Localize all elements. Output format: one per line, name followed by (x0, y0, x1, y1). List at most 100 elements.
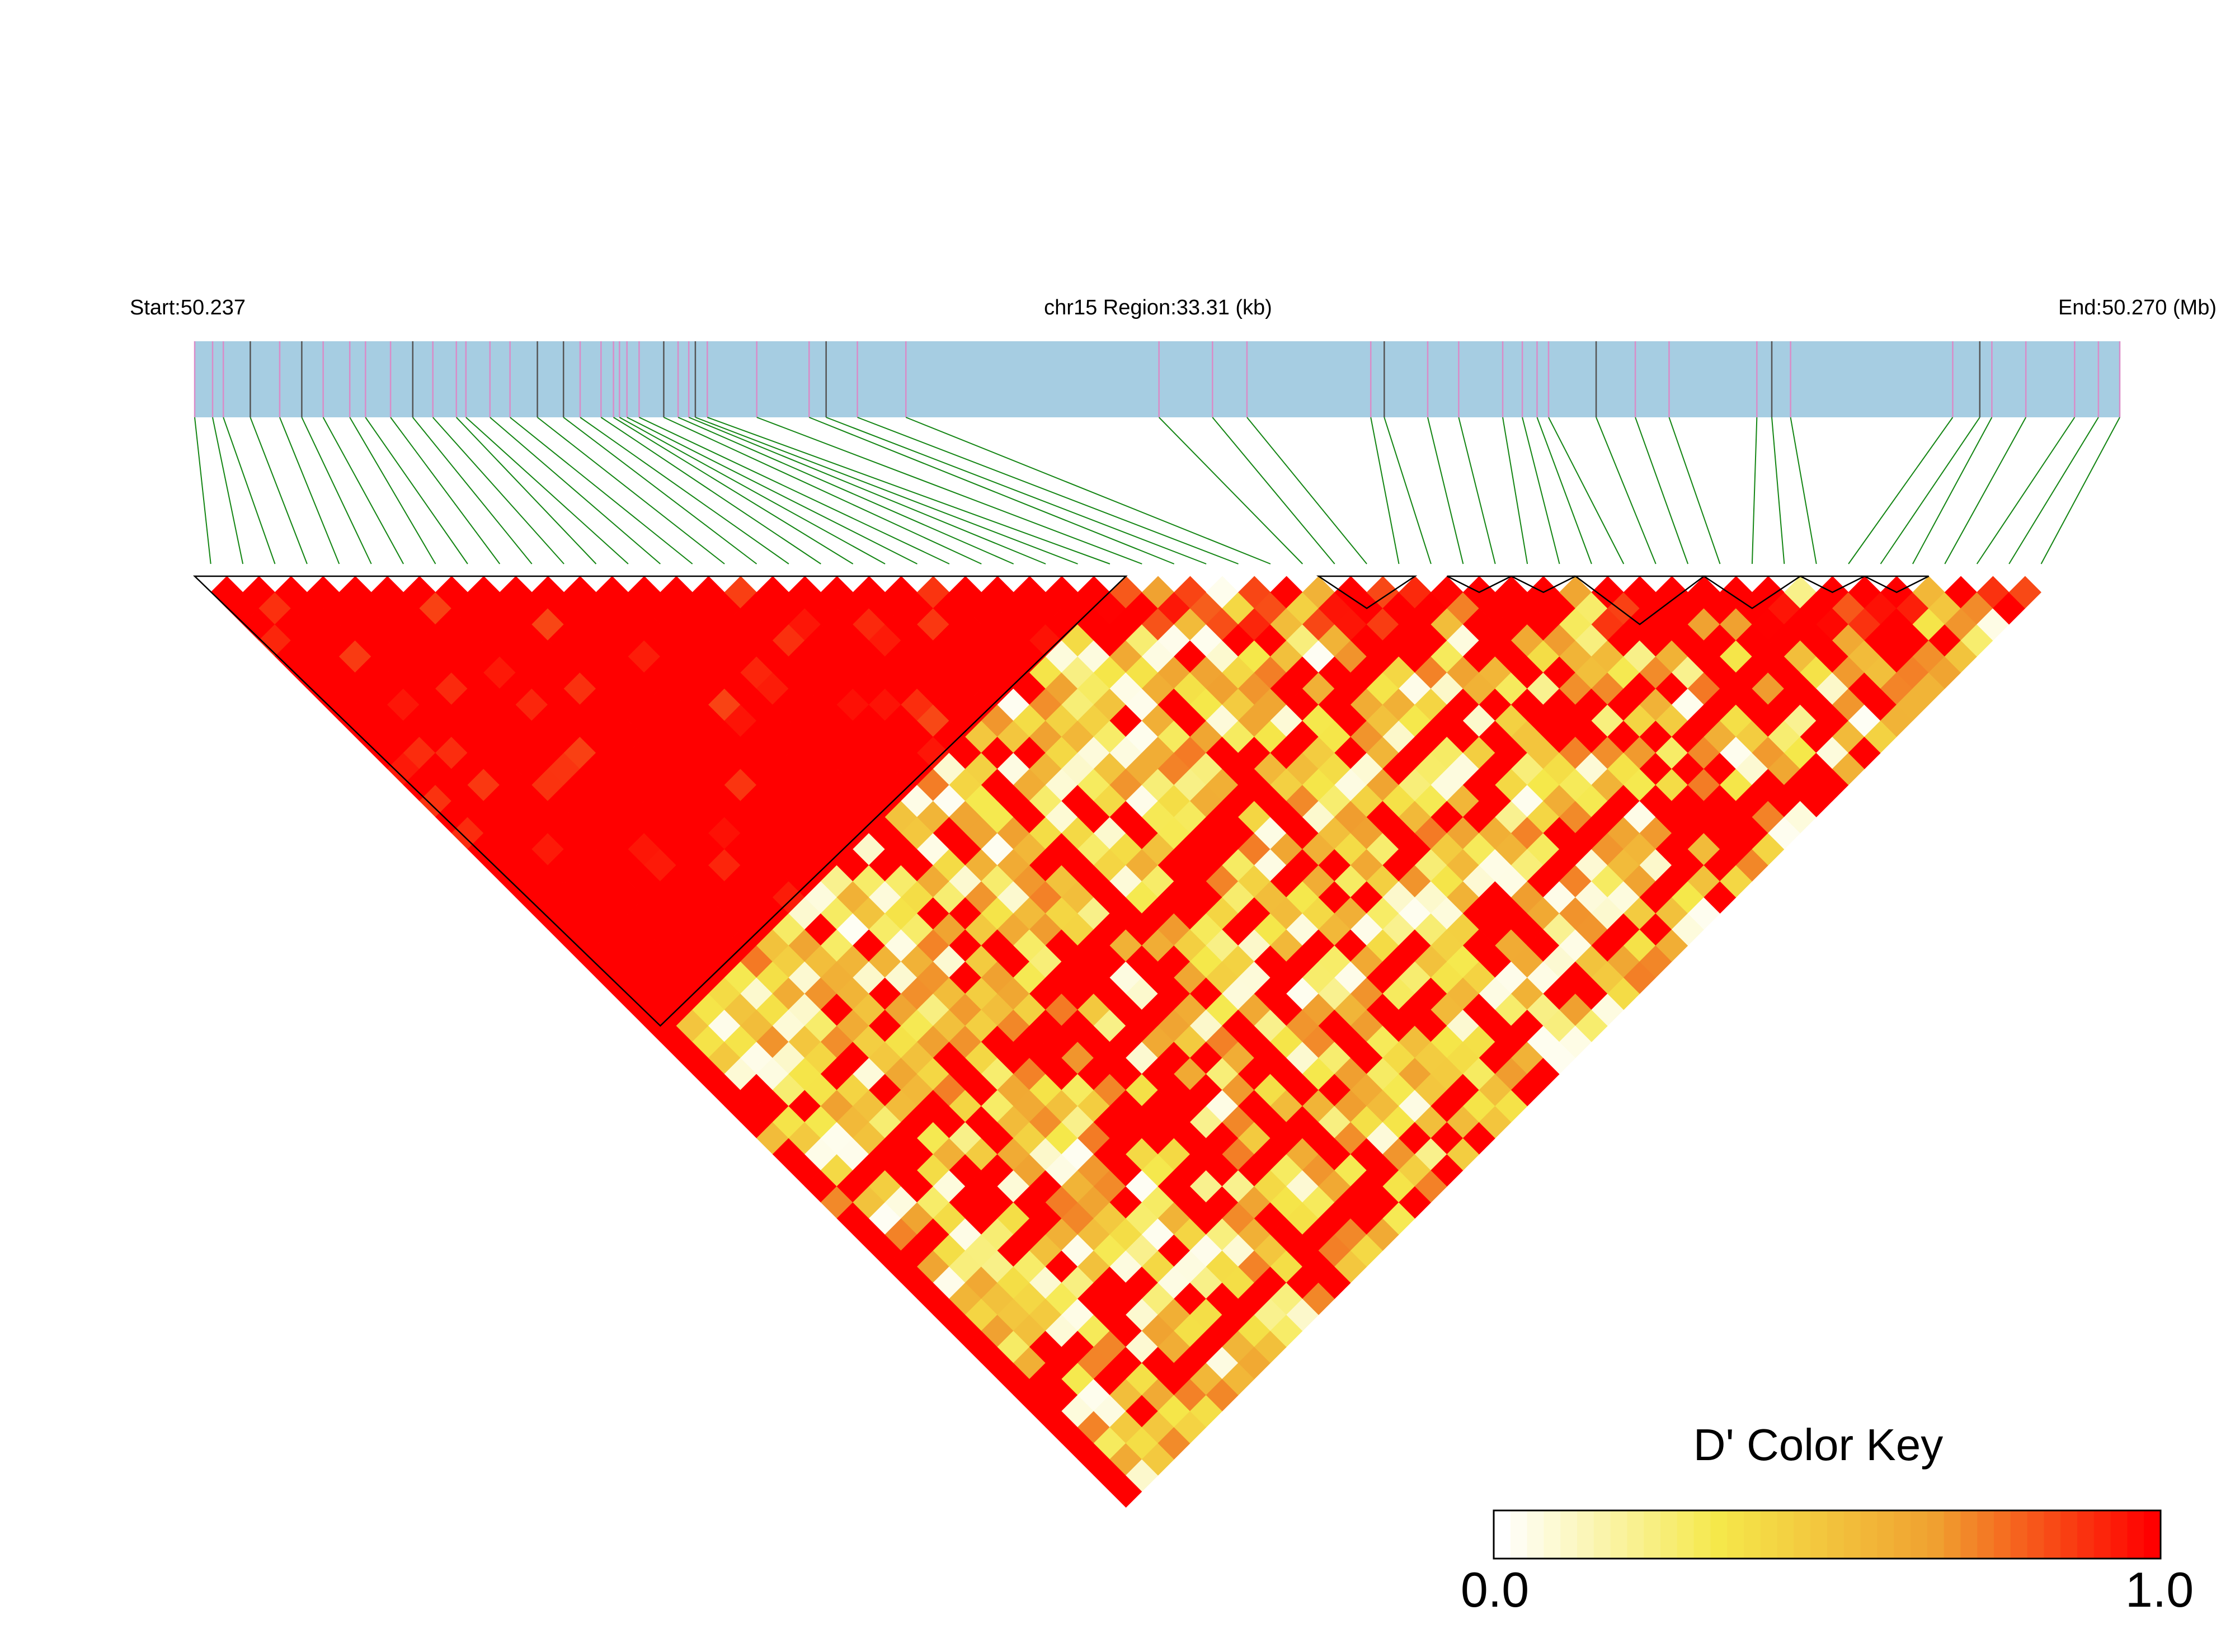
color-key-swatch (1710, 1510, 1728, 1559)
ld-block-outline (1511, 575, 1576, 594)
color-key-min-label: 0.0 (1461, 1562, 1529, 1617)
color-key-border (1493, 1509, 2162, 1560)
snp-position-ticks (194, 341, 2121, 417)
snp-connector (1246, 417, 1367, 564)
snp-connector (1790, 417, 1817, 564)
color-key-swatch (2077, 1510, 2095, 1559)
color-key-swatch (1944, 1510, 1961, 1559)
color-key-bar (1494, 1510, 2161, 1559)
snp-connector (1635, 417, 1689, 564)
snp-connector (1384, 417, 1432, 564)
color-key-swatch (1660, 1510, 1678, 1559)
color-key-swatch (1994, 1510, 2011, 1559)
snp-connector (619, 417, 886, 564)
color-key-swatch (1727, 1510, 1744, 1559)
color-key-swatch (1877, 1510, 1894, 1559)
snp-connector (1596, 417, 1657, 564)
snp-connector (1427, 417, 1464, 564)
color-key-swatch (1843, 1510, 1861, 1559)
ld-block-outline (1864, 575, 1930, 594)
snp-connector (1976, 417, 2076, 564)
color-key-swatch (1960, 1510, 1978, 1559)
color-key-swatch (2027, 1510, 2044, 1559)
color-key-swatch (2060, 1510, 2078, 1559)
color-key-swatch (1777, 1510, 1794, 1559)
color-key-swatch (1744, 1510, 1761, 1559)
color-key-swatch (1911, 1510, 1928, 1559)
snp-connector-lines (194, 417, 2120, 564)
snp-connector (1751, 417, 1758, 564)
color-key-swatch (1560, 1510, 1578, 1559)
ld-block-outline (1800, 575, 1865, 594)
color-key-swatch (1527, 1510, 1544, 1559)
snp-connector (250, 417, 308, 564)
snp-connector (537, 417, 725, 564)
color-key-swatch (1693, 1510, 1711, 1559)
color-key-swatch (1610, 1510, 1627, 1559)
color-key-max-label: 1.0 (2125, 1562, 2194, 1617)
color-key-swatch (1677, 1510, 1695, 1559)
color-key-swatch (1794, 1510, 1811, 1559)
snp-connector (1212, 417, 1335, 564)
snp-connector (695, 417, 1078, 564)
snp-connector (613, 417, 854, 564)
snp-connector (563, 417, 757, 564)
snp-connector (1880, 417, 1980, 564)
snp-connector (223, 417, 276, 564)
snp-connector (390, 417, 501, 564)
color-key-swatch (1494, 1510, 1511, 1559)
snp-connector (1522, 417, 1560, 564)
snp-connector (688, 417, 1046, 564)
region-label: chr15 Region:33.31 (kb) (1044, 296, 1272, 319)
snp-connector (905, 417, 1271, 564)
snp-connector (1548, 417, 1625, 564)
ld-block-outline (1701, 575, 1803, 609)
snp-connector (1944, 417, 2027, 564)
color-key-swatch (1760, 1510, 1778, 1559)
end-label: End:50.270 (Mb) (2058, 296, 2217, 319)
snp-connector (826, 417, 1207, 564)
ld-cells (210, 576, 2041, 1508)
color-key-swatch (2144, 1510, 2161, 1559)
snp-connector (1912, 417, 1993, 564)
color-key-swatch (1544, 1510, 1561, 1559)
snp-connector (279, 417, 340, 564)
color-key-swatch (2093, 1510, 2111, 1559)
snp-connector (857, 417, 1239, 564)
ld-block-outline (1573, 575, 1706, 625)
snp-connector (301, 417, 372, 564)
snp-connector (664, 417, 982, 564)
snp-connector (580, 417, 789, 564)
snp-connector (1458, 417, 1496, 564)
snp-connector (1502, 417, 1528, 564)
color-key-swatch (2044, 1510, 2061, 1559)
snp-connector (365, 417, 468, 564)
color-key-swatch (2010, 1510, 2028, 1559)
snp-connector (1158, 417, 1304, 564)
snp-connector (490, 417, 661, 564)
ld-block-outline (192, 575, 1128, 1027)
snp-connector (349, 417, 436, 564)
snp-connector (1370, 417, 1400, 564)
snp-connector (2040, 417, 2120, 564)
snp-connector (322, 417, 404, 564)
snp-connector (465, 417, 629, 564)
snp-connector (211, 417, 244, 564)
color-key-swatch (2127, 1510, 2144, 1559)
snp-connector (455, 417, 597, 564)
snp-connector (600, 417, 821, 564)
color-key-swatch (1593, 1510, 1611, 1559)
snp-connector (1771, 417, 1785, 564)
color-key-title: D' Color Key (1693, 1420, 1944, 1470)
snp-connector (412, 417, 533, 564)
snp-connector (510, 417, 693, 564)
color-key-swatch (1927, 1510, 1945, 1559)
color-key-swatch (1644, 1510, 1661, 1559)
color-key-swatch (1627, 1510, 1644, 1559)
snp-connector (2008, 417, 2099, 564)
snp-connector (627, 417, 917, 564)
snp-connector (808, 417, 1175, 564)
color-key-swatch (1860, 1510, 1878, 1559)
snp-connector (707, 417, 1111, 564)
